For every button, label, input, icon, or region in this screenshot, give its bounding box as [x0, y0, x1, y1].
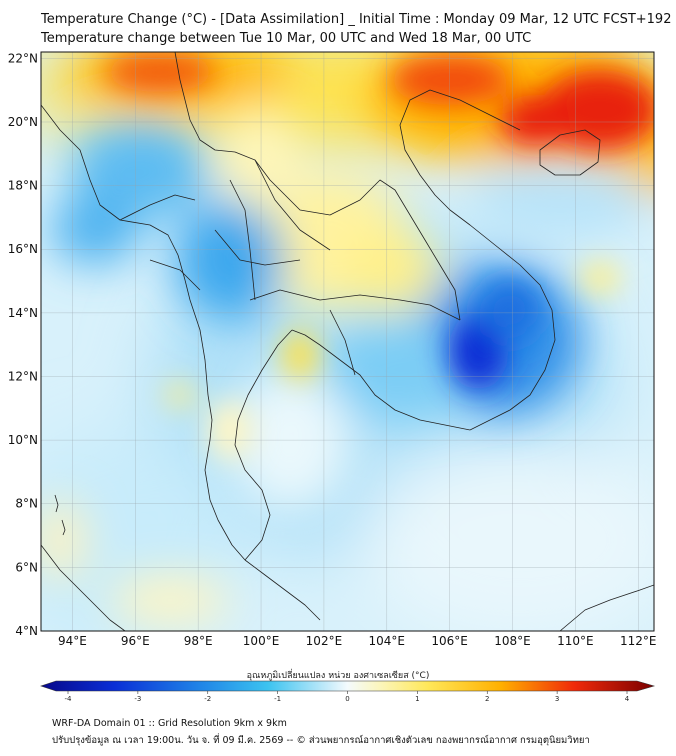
lon-tick-label: 100°E [243, 634, 280, 648]
lon-tick-label: 110°E [557, 634, 594, 648]
lat-tick-label: 22°N [8, 51, 38, 65]
lon-tick-label: 106°E [431, 634, 468, 648]
model-info: WRF-DA Domain 01 :: Grid Resolution 9km … [52, 718, 287, 729]
lon-tick-label: 108°E [494, 634, 531, 648]
lat-tick-label: 14°N [8, 306, 38, 320]
update-credit: ปรับปรุงข้อมูล ณ เวลา 19:00น. วัน จ. ที่… [52, 735, 590, 746]
country-borders [41, 52, 654, 631]
colorbar-tick-label: 1 [415, 695, 419, 703]
colorbar: อุณหภูมิเปลี่ยนแปลง หน่วย องศาเซลเซียส (… [40, 668, 656, 703]
lat-tick-label: 8°N [15, 497, 38, 511]
colorbar-title: อุณหภูมิเปลี่ยนแปลง หน่วย องศาเซลเซียส (… [247, 668, 430, 681]
chart-subtitle: Temperature change between Tue 10 Mar, 0… [41, 31, 532, 46]
colorbar-body [40, 680, 656, 692]
lat-tick-label: 20°N [8, 115, 38, 129]
chart-title: Temperature Change (°C) - [Data Assimila… [41, 12, 672, 27]
map-frame [40, 51, 655, 632]
lon-tick-label: 96°E [121, 634, 150, 648]
lon-tick-label: 94°E [58, 634, 87, 648]
colorbar-tick-label: 3 [555, 695, 559, 703]
colorbar-tick-label: 0 [345, 695, 349, 703]
colorbar-tick-label: -1 [274, 695, 281, 703]
latitude-tick-labels: 22°N 20°N 18°N 16°N 14°N 12°N 10°N 8°N 6°N 4°N [8, 51, 38, 638]
colorbar-tick-labels: -4 -3 -2 -1 0 1 2 3 4 [65, 691, 630, 703]
colorbar-tick-label: 2 [485, 695, 489, 703]
lon-tick-label: 102°E [306, 634, 343, 648]
lat-tick-label: 4°N [15, 624, 38, 638]
lat-tick-label: 10°N [8, 433, 38, 447]
colorbar-tick-label: -4 [65, 695, 73, 703]
lon-tick-label: 104°E [369, 634, 406, 648]
graticule [41, 52, 654, 631]
lat-tick-label: 18°N [8, 179, 38, 193]
lat-tick-label: 6°N [15, 560, 38, 574]
lat-tick-label: 16°N [8, 242, 38, 256]
colorbar-tick-label: -3 [134, 695, 141, 703]
longitude-tick-labels: 94°E 96°E 98°E 100°E 102°E 104°E 106°E 108°E 110… [58, 634, 657, 648]
lat-tick-label: 12°N [8, 369, 38, 383]
colorbar-tick-label: -2 [204, 695, 211, 703]
lon-tick-label: 98°E [184, 634, 213, 648]
colorbar-tick-label: 4 [625, 695, 630, 703]
temperature-field [41, 52, 654, 631]
lon-tick-label: 112°E [620, 634, 657, 648]
